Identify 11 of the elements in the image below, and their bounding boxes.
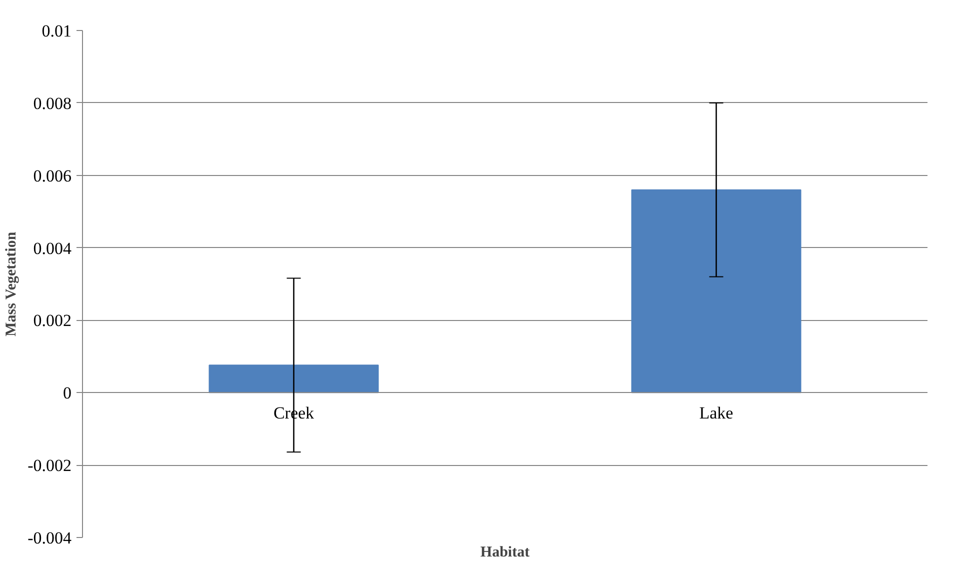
y-tick-label: 0.004 (33, 238, 72, 258)
x-axis-title: Habitat (480, 544, 530, 560)
y-tick-label: 0.006 (33, 166, 72, 186)
x-tick-label: Lake (699, 404, 734, 423)
y-tick-label: 0.008 (33, 94, 72, 113)
y-axis-title: Mass Vegetation (4, 231, 20, 336)
y-tick-label: 0.002 (33, 311, 72, 330)
y-tick-label: -0.002 (28, 456, 72, 476)
y-tick-label: 0 (63, 384, 72, 403)
y-tick-label: 0.01 (42, 22, 72, 40)
y-tick-label: -0.004 (28, 528, 72, 548)
